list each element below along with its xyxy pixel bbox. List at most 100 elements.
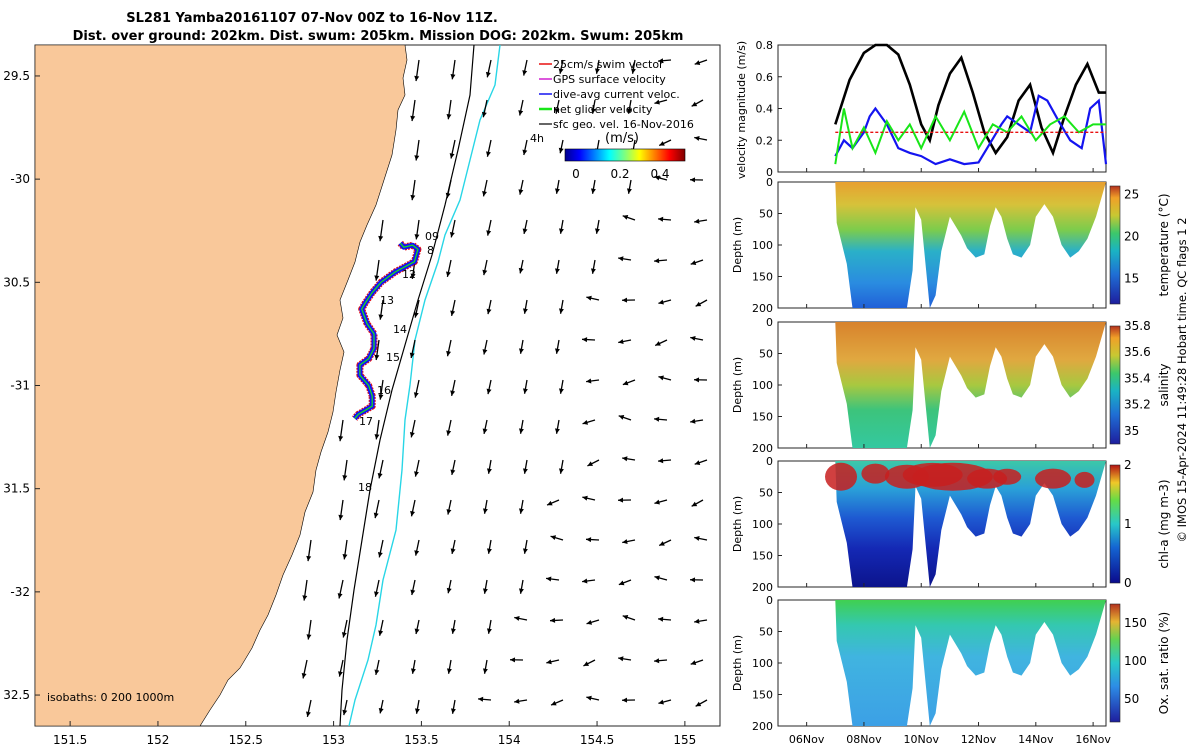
map-ytick-label: 31.5 xyxy=(3,482,30,496)
map-ytick-label: -31 xyxy=(10,379,30,393)
colorbar-tick-label: 35.8 xyxy=(1124,319,1151,333)
colorbar-label: Ox. sat. ratio (%) xyxy=(1157,612,1171,714)
colorbar-tick-label: 0 xyxy=(1124,576,1132,590)
map-xtick-label: 153 xyxy=(322,733,345,747)
day-label: 15 xyxy=(386,351,400,364)
colorbar-tick-label: 35.2 xyxy=(1124,398,1151,412)
depth-tick-label: 100 xyxy=(752,518,773,531)
depth-tick-label: 50 xyxy=(759,626,773,639)
depth-tick-label: 200 xyxy=(752,581,773,594)
chla-maximum-patch xyxy=(861,464,889,484)
section-colorbar xyxy=(1110,186,1120,304)
depth-tick-label: 150 xyxy=(752,411,773,424)
figure-subtitle: Dist. over ground: 202km. Dist. swum: 20… xyxy=(73,29,684,44)
map-panel: 25cm/s swim vector GPS surface velocity … xyxy=(3,45,720,747)
depth-axis-label: Depth (m) xyxy=(731,357,744,413)
velocity-ytick-label: 0.4 xyxy=(756,103,774,116)
legend-gps-velocity: GPS surface velocity xyxy=(553,73,666,86)
time-tick-label: 12Nov xyxy=(961,733,997,746)
chla-maximum-patch xyxy=(1075,472,1095,488)
map-colorbar-tick: 0 xyxy=(572,167,580,181)
colorbar-label: chl-a (mg m-3) xyxy=(1157,479,1171,568)
depth-tick-label: 200 xyxy=(752,442,773,455)
colorbar-label: temperature (°C) xyxy=(1157,194,1171,297)
velocity-ytick-label: 0.8 xyxy=(756,39,774,52)
depth-tick-label: 50 xyxy=(759,487,773,500)
legend-net-velocity: net glider velocity xyxy=(553,103,653,116)
time-tick-label: 10Nov xyxy=(903,733,939,746)
depth-tick-label: 100 xyxy=(752,379,773,392)
colorbar-tick-label: 100 xyxy=(1124,654,1147,668)
map-ytick-label: 32.5 xyxy=(3,688,30,702)
depth-tick-label: 0 xyxy=(766,455,773,468)
day-label: 14 xyxy=(393,323,407,336)
depth-tick-label: 50 xyxy=(759,348,773,361)
time-tick-label: 06Nov xyxy=(789,733,825,746)
map-xtick-label: 154.5 xyxy=(580,733,614,747)
colorbar-tick-label: 35 xyxy=(1124,424,1139,438)
section-colorbar xyxy=(1110,465,1120,583)
map-xtick-label: 152 xyxy=(146,733,169,747)
depth-tick-label: 100 xyxy=(752,239,773,252)
map-xtick-label: 151.5 xyxy=(53,733,87,747)
depth-axis-label: Depth (m) xyxy=(731,635,744,691)
map-xtick-label: 154 xyxy=(498,733,521,747)
map-xtick-label: 153.5 xyxy=(404,733,438,747)
figure-title: SL281 Yamba20161107 07-Nov 00Z to 16-Nov… xyxy=(126,11,498,26)
time-tick-label: 08Nov xyxy=(846,733,882,746)
day-label: 12 xyxy=(402,268,416,281)
colorbar-tick-label: 20 xyxy=(1124,230,1139,244)
depth-tick-label: 0 xyxy=(766,316,773,329)
colorbar-tick-label: 50 xyxy=(1124,692,1139,706)
copyright-label: © IMOS 15-Apr-2024 11:49:28 Hobart time.… xyxy=(1175,217,1189,542)
colorbar-tick-label: 150 xyxy=(1124,616,1147,630)
colorbar-label: salinity xyxy=(1157,363,1171,406)
velocity-panel: velocity magnitude (m/s) 00.20.40.60.8 xyxy=(735,39,1106,179)
chla-maximum-patch xyxy=(1035,469,1071,489)
map-ytick-label: -30 xyxy=(10,172,30,186)
depth-tick-label: 200 xyxy=(752,720,773,733)
depth-tick-label: 150 xyxy=(752,550,773,563)
map-colorbar-unit: (m/s) xyxy=(605,131,639,146)
depth-axis-label: Depth (m) xyxy=(731,217,744,273)
map-ytick-label: -32 xyxy=(10,585,30,599)
day-label: 18 xyxy=(358,481,372,494)
section-colorbar xyxy=(1110,604,1120,722)
colorbar-tick-label: 1 xyxy=(1124,517,1132,531)
map-xtick-label: 152.5 xyxy=(229,733,263,747)
depth-tick-label: 50 xyxy=(759,208,773,221)
depth-tick-label: 0 xyxy=(766,176,773,189)
map-colorbar xyxy=(565,149,685,161)
chla-maximum-patch xyxy=(825,463,857,491)
map-annotation-4h: 4h xyxy=(530,132,544,145)
velocity-ytick-label: 0.6 xyxy=(756,71,774,84)
depth-axis-label: Depth (m) xyxy=(731,496,744,552)
map-colorbar-tick: 0.4 xyxy=(650,167,669,181)
legend-swim-vector: 25cm/s swim vector xyxy=(553,58,664,71)
day-label: 16 xyxy=(377,384,391,397)
velocity-axes-frame xyxy=(778,45,1106,172)
map-colorbar-tick: 0.2 xyxy=(610,167,629,181)
map-ytick-label: 29.5 xyxy=(3,69,30,83)
depth-tick-label: 100 xyxy=(752,657,773,670)
colorbar-tick-label: 35.4 xyxy=(1124,371,1151,385)
time-tick-label: 14Nov xyxy=(1018,733,1054,746)
day-label: 8 xyxy=(427,244,434,257)
day-label: 13 xyxy=(380,294,394,307)
map-ytick-label: 30.5 xyxy=(3,275,30,289)
isobath-label: isobaths: 0 200 1000m xyxy=(47,691,174,704)
depth-tick-label: 200 xyxy=(752,302,773,315)
velocity-ytick-label: 0.2 xyxy=(756,134,774,147)
depth-tick-label: 150 xyxy=(752,271,773,284)
velocity-ylabel: velocity magnitude (m/s) xyxy=(735,41,748,179)
colorbar-tick-label: 25 xyxy=(1124,187,1139,201)
chla-maximum-patch xyxy=(993,469,1021,485)
depth-tick-label: 0 xyxy=(766,594,773,607)
